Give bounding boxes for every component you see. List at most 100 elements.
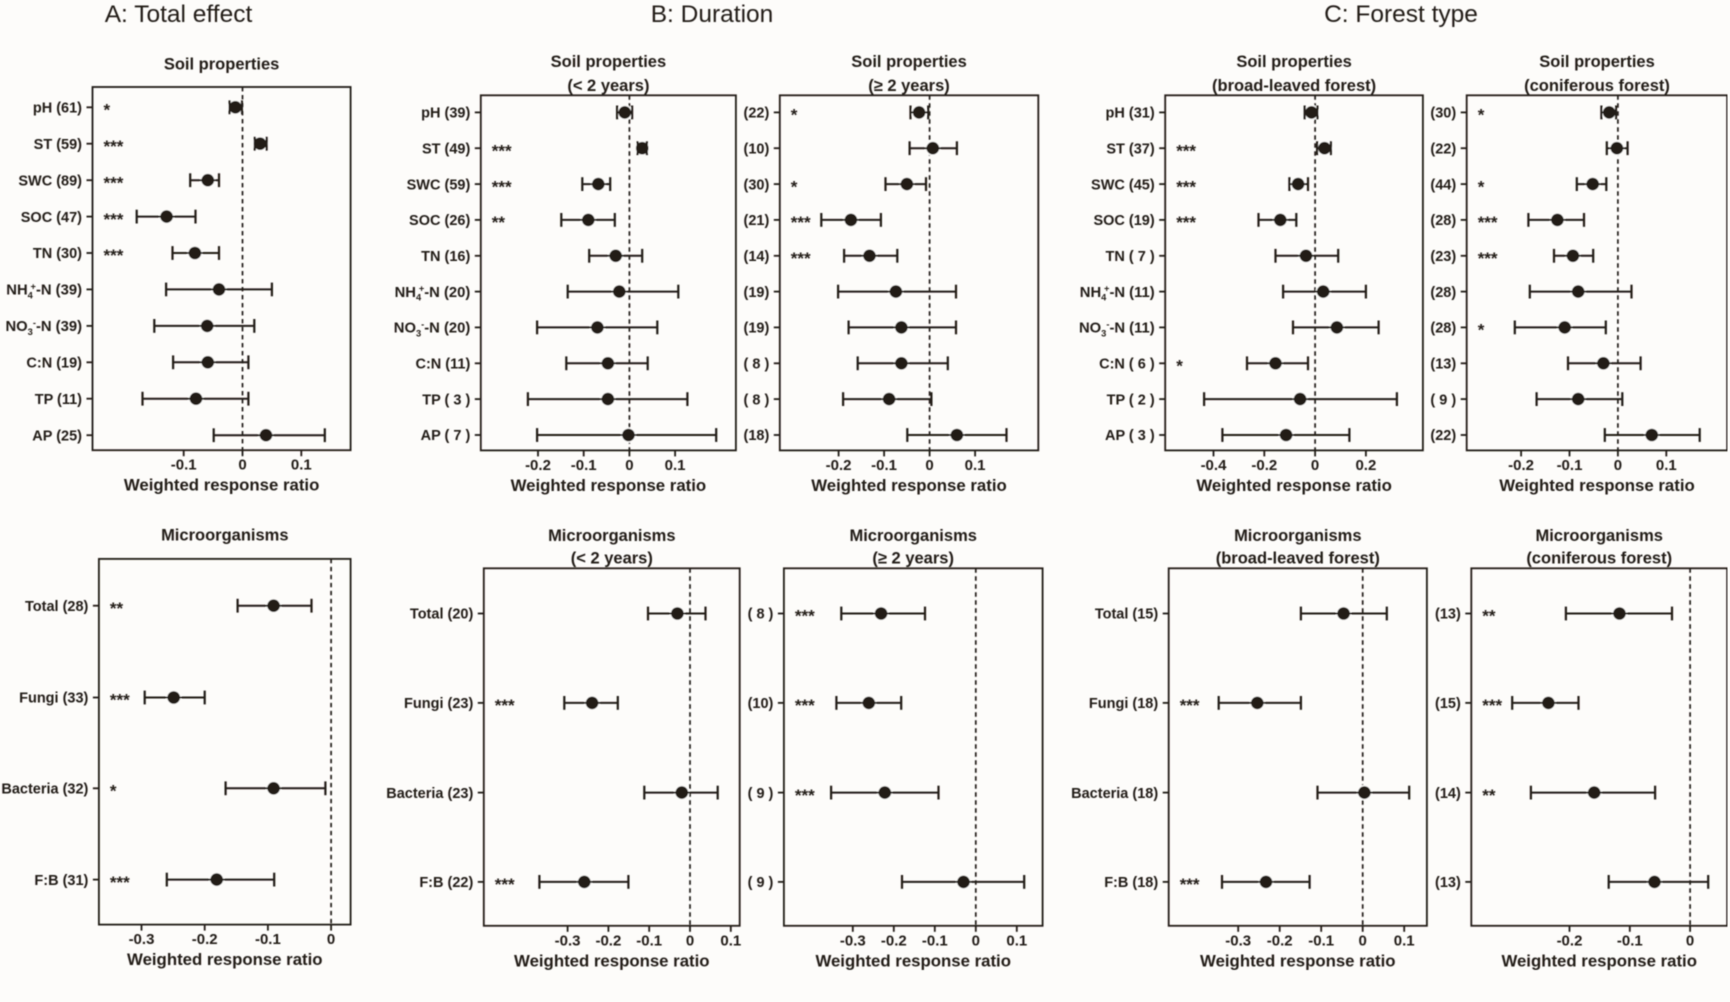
svg-text:C:N (11): C:N (11) <box>416 357 471 373</box>
svg-text:( 9 ): ( 9 ) <box>1430 392 1456 408</box>
svg-text:( 8 ): ( 8 ) <box>748 607 774 623</box>
svg-text:Microorganisms: Microorganisms <box>161 527 288 545</box>
svg-text:(30): (30) <box>1430 106 1456 122</box>
svg-text:(10): (10) <box>748 696 774 712</box>
svg-text:pH (31): pH (31) <box>1106 106 1155 122</box>
svg-text:***: *** <box>1180 696 1200 715</box>
svg-text:Soil properties: Soil properties <box>1539 53 1655 71</box>
svg-text:Microorganisms: Microorganisms <box>1535 527 1662 545</box>
svg-text:C:N (19): C:N (19) <box>26 356 82 372</box>
svg-text:***: *** <box>791 249 811 268</box>
svg-text:-0.1: -0.1 <box>255 931 281 948</box>
svg-text:Weighted response ratio: Weighted response ratio <box>127 950 323 969</box>
svg-text:(30): (30) <box>744 177 770 193</box>
svg-text:NH4+-N (20): NH4+-N (20) <box>395 284 471 303</box>
svg-text:Weighted response ratio: Weighted response ratio <box>124 476 320 495</box>
svg-text:-0.2: -0.2 <box>1251 457 1277 474</box>
svg-text:(14): (14) <box>744 249 770 265</box>
svg-text:Fungi (23): Fungi (23) <box>404 696 473 712</box>
svg-text:0: 0 <box>1359 932 1367 949</box>
svg-text:***: *** <box>104 210 124 229</box>
svg-text:C: Forest type: C: Forest type <box>1324 1 1478 28</box>
svg-text:A: Total effect: A: Total effect <box>105 1 253 28</box>
svg-text:0: 0 <box>625 457 633 474</box>
svg-text:0.1: 0.1 <box>1394 932 1415 949</box>
svg-text:NH4+-N (39): NH4+-N (39) <box>6 281 82 300</box>
svg-text:Bacteria (23): Bacteria (23) <box>386 786 473 802</box>
svg-text:0.1: 0.1 <box>291 457 312 474</box>
svg-text:Total (15): Total (15) <box>1095 607 1159 623</box>
svg-text:Weighted response ratio: Weighted response ratio <box>811 476 1007 495</box>
svg-text:(broad-leaved forest): (broad-leaved forest) <box>1212 77 1376 95</box>
svg-text:Soil properties: Soil properties <box>164 56 280 74</box>
svg-text:-0.3: -0.3 <box>1225 932 1251 949</box>
svg-text:-0.4: -0.4 <box>1201 457 1228 474</box>
svg-text:TN ( 7 ): TN ( 7 ) <box>1106 249 1155 265</box>
svg-text:NO3--N (39): NO3--N (39) <box>5 318 82 337</box>
svg-text:F:B (18): F:B (18) <box>1104 875 1158 891</box>
svg-text:-0.2: -0.2 <box>826 457 852 474</box>
svg-text:Soil properties: Soil properties <box>851 53 967 71</box>
svg-text:-0.2: -0.2 <box>525 457 551 474</box>
svg-text:(18): (18) <box>744 428 770 444</box>
svg-text:-0.1: -0.1 <box>1557 457 1583 474</box>
svg-text:-0.3: -0.3 <box>555 932 581 949</box>
svg-text:-0.1: -0.1 <box>636 932 662 949</box>
svg-text:ST (49): ST (49) <box>422 141 471 157</box>
svg-text:(19): (19) <box>744 321 770 337</box>
svg-text:-0.3: -0.3 <box>129 931 155 948</box>
svg-text:(15): (15) <box>1435 696 1461 712</box>
svg-text:ST (37): ST (37) <box>1106 141 1155 157</box>
svg-text:AP ( 3 ): AP ( 3 ) <box>1105 428 1155 444</box>
svg-text:(coniferous forest): (coniferous forest) <box>1524 77 1670 95</box>
svg-text:0.1: 0.1 <box>1006 932 1027 949</box>
svg-text:***: *** <box>1180 875 1200 894</box>
svg-text:***: *** <box>104 137 124 156</box>
svg-text:SOC (47): SOC (47) <box>21 210 82 226</box>
svg-text:Weighted response ratio: Weighted response ratio <box>1499 476 1695 495</box>
svg-text:***: *** <box>492 177 512 196</box>
svg-text:***: *** <box>1176 177 1196 196</box>
svg-text:***: *** <box>104 246 124 265</box>
svg-text:-0.2: -0.2 <box>192 931 218 948</box>
svg-text:-0.1: -0.1 <box>171 457 197 474</box>
svg-text:TP (11): TP (11) <box>35 392 82 408</box>
svg-text:(28): (28) <box>1430 285 1456 301</box>
svg-text:**: ** <box>110 599 124 618</box>
svg-text:-0.1: -0.1 <box>871 457 897 474</box>
svg-text:***: *** <box>1176 213 1196 232</box>
svg-text:pH (39): pH (39) <box>421 106 470 122</box>
svg-text:(23): (23) <box>1430 249 1456 265</box>
svg-text:Bacteria (18): Bacteria (18) <box>1071 786 1158 802</box>
svg-text:***: *** <box>795 786 815 805</box>
svg-text:0.2: 0.2 <box>1355 457 1376 474</box>
svg-text:( 9 ): ( 9 ) <box>748 875 774 891</box>
svg-text:( 8 ): ( 8 ) <box>744 392 770 408</box>
svg-text:(≥ 2 years): (≥ 2 years) <box>868 77 950 95</box>
svg-text:0: 0 <box>686 932 694 949</box>
svg-text:(10): (10) <box>744 141 770 157</box>
svg-text:SWC (89): SWC (89) <box>18 173 82 189</box>
svg-text:(broad-leaved forest): (broad-leaved forest) <box>1216 550 1380 568</box>
svg-text:C:N ( 6 ): C:N ( 6 ) <box>1099 357 1155 373</box>
svg-text:(≥ 2 years): (≥ 2 years) <box>872 550 954 568</box>
svg-text:0.1: 0.1 <box>665 457 686 474</box>
svg-text:Microorganisms: Microorganisms <box>1234 527 1361 545</box>
svg-text:*: * <box>1478 321 1485 340</box>
svg-text:**: ** <box>1482 786 1496 805</box>
svg-text:Microorganisms: Microorganisms <box>548 527 675 545</box>
svg-text:-0.2: -0.2 <box>1557 932 1583 949</box>
svg-text:*: * <box>104 101 111 120</box>
svg-text:(13): (13) <box>1435 607 1461 623</box>
svg-text:-0.2: -0.2 <box>881 932 907 949</box>
svg-text:TN (16): TN (16) <box>421 249 470 265</box>
svg-text:(coniferous forest): (coniferous forest) <box>1526 550 1672 568</box>
svg-text:(44): (44) <box>1430 177 1456 193</box>
svg-text:***: *** <box>795 696 815 715</box>
svg-text:Weighted response ratio: Weighted response ratio <box>511 476 707 495</box>
svg-text:0: 0 <box>925 457 933 474</box>
svg-text:0: 0 <box>1614 457 1622 474</box>
svg-text:Weighted response ratio: Weighted response ratio <box>1501 951 1697 970</box>
svg-text:pH (61): pH (61) <box>33 101 82 117</box>
svg-text:(22): (22) <box>1430 428 1456 444</box>
